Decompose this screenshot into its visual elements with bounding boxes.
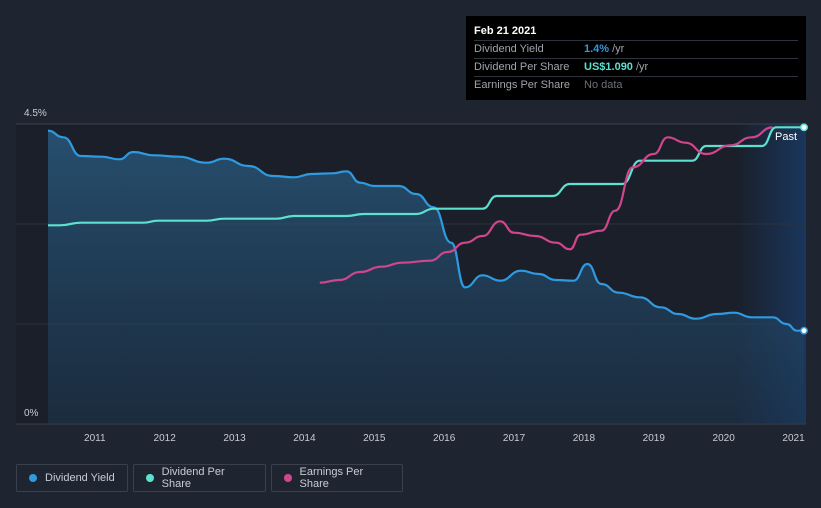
dividend-yield-line [47,129,804,332]
legend-dot-icon [146,474,154,482]
legend-earnings-per-share[interactable]: Earnings Per Share [271,464,403,492]
x-tick-label: 2016 [433,433,456,444]
legend-dot-icon [29,474,37,482]
dividend-per-share-line [48,126,804,227]
y-tick-label: 4.5% [24,108,47,119]
legend-label: Dividend Per Share [161,466,225,490]
tooltip-label: Dividend Yield [474,43,544,55]
legend-dividend-yield[interactable]: Dividend Yield [16,464,128,492]
x-tick-label: 2014 [293,433,316,444]
tooltip-value: US$1.090 [584,61,633,73]
legend-label: Earnings Per Share [299,466,364,490]
tooltip-value: No data [584,79,623,91]
dividend-yield-area [48,130,804,424]
x-tick-label: 2017 [503,433,526,444]
tooltip-date: Feb 21 2021 [474,25,537,37]
tooltip-row-dividend-per-share: Dividend Per Share US$1.090 /yr [474,58,798,76]
x-tick-label: 2012 [154,433,177,444]
tooltip-row-earnings-per-share: Earnings Per Share No data [474,76,798,94]
x-tick-label: 2011 [84,433,106,444]
x-tick-label: 2015 [363,433,386,444]
x-tick-label: 2018 [573,433,596,444]
x-tick-label: 2021 [782,433,805,444]
tooltip-unit: /yr [635,61,649,73]
tooltip-label: Dividend Per Share [474,61,570,73]
tooltip: Feb 21 2021 Dividend Yield 1.4% /yr Divi… [466,16,806,100]
tooltip-unit: /yr [612,43,625,55]
y-tick-label: 0% [24,408,39,419]
tooltip-label: Earnings Per Share [474,79,570,91]
x-tick-label: 2020 [713,433,736,444]
dividend-per-share-endpoint [800,123,808,132]
legend-dividend-per-share[interactable]: Dividend Per Share [133,464,266,492]
x-tick-label: 2013 [223,433,246,444]
x-tick-label: 2019 [643,433,666,444]
tooltip-row-dividend-yield: Dividend Yield 1.4% /yr [474,40,798,58]
earnings-per-share-line [319,126,773,284]
tooltip-value: 1.4% [584,43,610,55]
past-label: Past [775,131,797,143]
legend-label: Dividend Yield [45,472,115,484]
legend-dot-icon [284,474,292,482]
dividend-yield-endpoint [800,326,808,335]
